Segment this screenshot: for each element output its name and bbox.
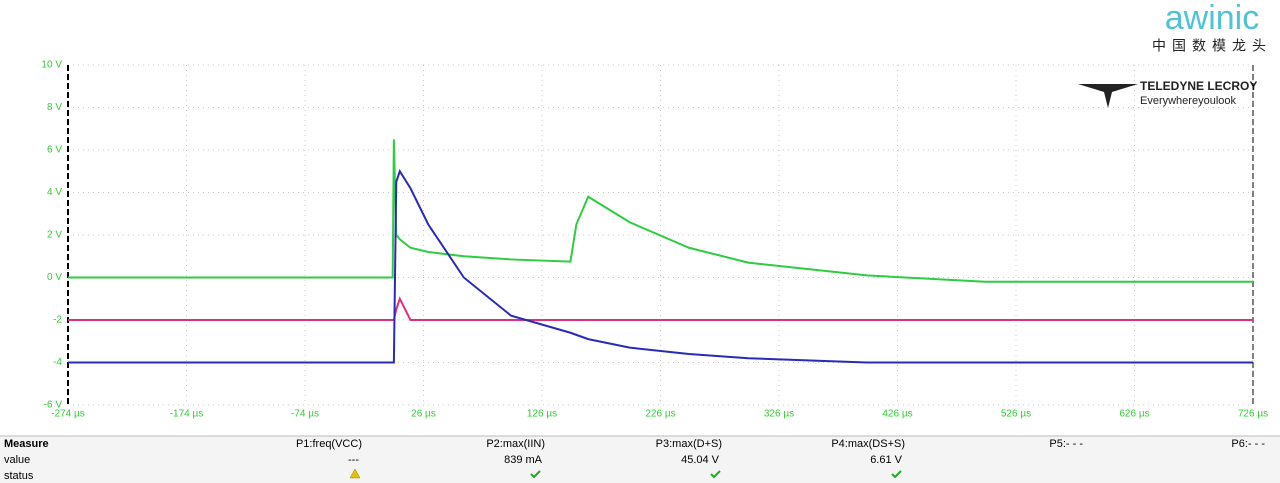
- measure-value: 839 mA: [504, 454, 543, 466]
- x-tick-label: 26 µs: [411, 409, 436, 420]
- x-tick-label: 626 µs: [1119, 409, 1149, 420]
- x-tick-label: -174 µs: [170, 409, 204, 420]
- y-tick-label: 4 V: [47, 187, 62, 198]
- lecroy-icon: [1078, 84, 1138, 108]
- measure-value: 45.04 V: [681, 454, 720, 466]
- check-icon: [710, 470, 721, 479]
- lecroy-slogan: Everywhereyoulook: [1140, 95, 1236, 107]
- brand-tagline: 中国数模龙头: [1152, 38, 1272, 54]
- measure-header: P6:- - -: [1231, 438, 1265, 450]
- x-tick-label: 726 µs: [1238, 409, 1268, 420]
- y-tick-label: 10 V: [41, 60, 62, 71]
- y-tick-label: -6 V: [44, 400, 63, 411]
- measure-header: P1:freq(VCC): [296, 438, 362, 450]
- check-icon: [530, 470, 541, 479]
- measure-value: value: [4, 454, 30, 466]
- measure-header: P5:- - -: [1049, 438, 1083, 450]
- measure-status: status: [4, 470, 34, 482]
- x-tick-label: 526 µs: [1001, 409, 1031, 420]
- x-tick-label: -74 µs: [291, 409, 319, 420]
- x-tick-label: 426 µs: [882, 409, 912, 420]
- y-tick-label: 0 V: [47, 272, 62, 283]
- measure-header: P3:max(D+S): [656, 438, 722, 450]
- lecroy-brand: TELEDYNE LECROY: [1140, 79, 1257, 93]
- measure-header: P4:max(DS+S): [831, 438, 905, 450]
- x-tick-label: 126 µs: [527, 409, 557, 420]
- measure-header: Measure: [4, 438, 49, 450]
- x-tick-label: 226 µs: [645, 409, 675, 420]
- check-icon: [891, 470, 902, 479]
- measure-value: ---: [348, 454, 359, 466]
- y-tick-label: -4: [53, 357, 62, 368]
- trace: [68, 296, 1253, 321]
- brand-logo: awinic: [1165, 0, 1259, 37]
- measure-header: P2:max(IIN): [486, 438, 545, 450]
- warning-icon: [349, 468, 361, 479]
- x-tick-label: 326 µs: [764, 409, 794, 420]
- trace: [68, 168, 1253, 364]
- y-tick-label: 6 V: [47, 145, 62, 156]
- measure-panel: [0, 436, 1280, 483]
- measure-value: 6.61 V: [870, 454, 902, 466]
- x-tick-label: -274 µs: [51, 409, 85, 420]
- y-tick-label: 2 V: [47, 230, 62, 241]
- y-tick-label: -2: [53, 315, 62, 326]
- y-tick-label: 8 V: [47, 102, 62, 113]
